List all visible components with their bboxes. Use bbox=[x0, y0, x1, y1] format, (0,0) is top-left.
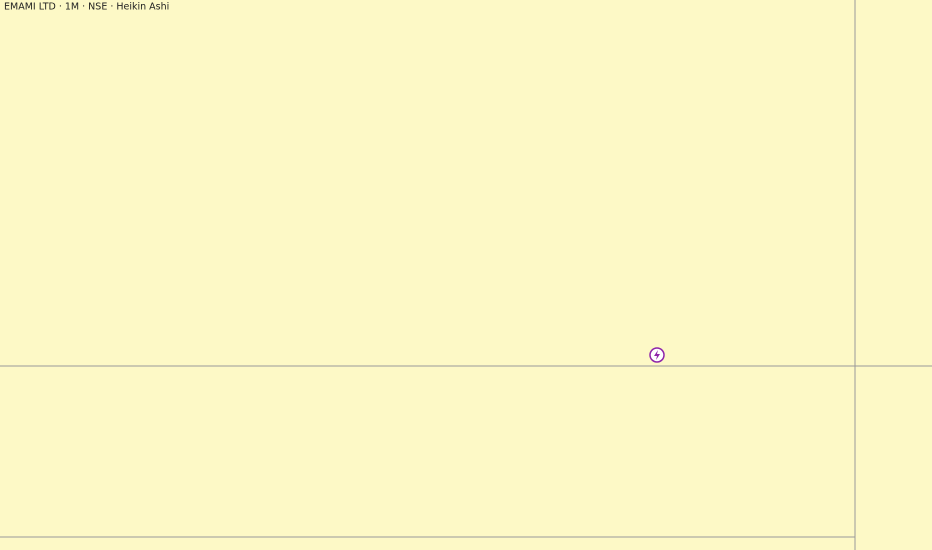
alert-bolt bbox=[654, 350, 660, 360]
chart-title: EMAMI LTD · 1M · NSE · Heikin Ashi bbox=[4, 2, 169, 13]
